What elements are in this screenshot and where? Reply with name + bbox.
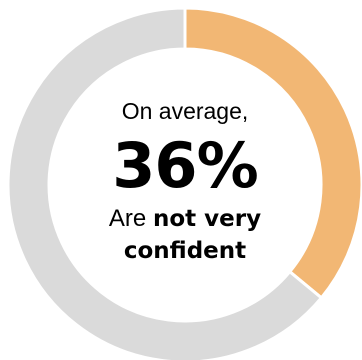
description-prefix: Are [108,205,147,232]
description-bold-part-1: not very [152,206,262,232]
donut-slice-remainder [6,6,324,360]
center-description-line-1: Are not very [0,205,362,233]
center-description-line-2: confident [123,238,247,264]
donut-slice-not-very-confident [183,6,362,300]
center-intro-text: On average, [121,98,249,124]
center-percent-value: 36% [112,129,258,202]
